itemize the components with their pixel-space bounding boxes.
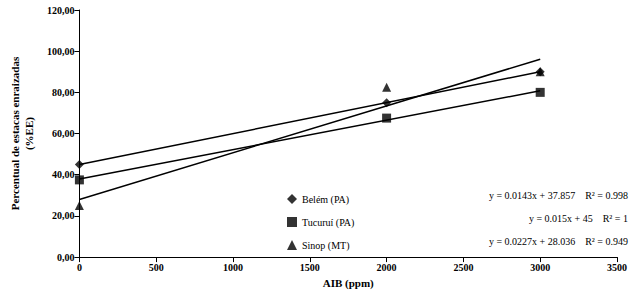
svg-text:0: 0 [77,262,82,273]
svg-text:500: 500 [149,262,164,273]
svg-text:y = 0.0227x + 28.036 R² = 0: y = 0.0227x + 28.036 R² = 0.949 [489,236,628,247]
svg-text:Belém (PA): Belém (PA) [302,194,349,206]
svg-text:80,00: 80,00 [52,87,75,98]
svg-text:Tucuruí (PA): Tucuruí (PA) [302,217,354,229]
svg-text:Percentual de estacas enraizad: Percentual de estacas enraizadas [9,56,21,210]
svg-text:Sinop (MT): Sinop (MT) [302,240,350,252]
svg-text:2000: 2000 [377,262,397,273]
svg-text:(%EE): (%EE) [23,117,36,150]
svg-text:y = 0.015x + 45 R² = 1: y = 0.015x + 45 R² = 1 [529,213,628,224]
svg-text:100,00: 100,00 [47,46,75,57]
svg-text:20,00: 20,00 [52,210,75,221]
svg-text:40,00: 40,00 [52,169,75,180]
svg-text:0,00: 0,00 [57,252,75,263]
svg-text:2500: 2500 [453,262,473,273]
svg-text:1000: 1000 [223,262,243,273]
svg-text:120,00: 120,00 [47,5,75,16]
svg-text:60,00: 60,00 [52,128,75,139]
svg-text:AIB (ppm): AIB (ppm) [323,277,374,290]
svg-text:3500: 3500 [607,262,627,273]
svg-text:1500: 1500 [300,262,320,273]
svg-text:3000: 3000 [530,262,550,273]
svg-text:y = 0.0143x + 37.857 R² = 0: y = 0.0143x + 37.857 R² = 0.998 [489,190,628,201]
